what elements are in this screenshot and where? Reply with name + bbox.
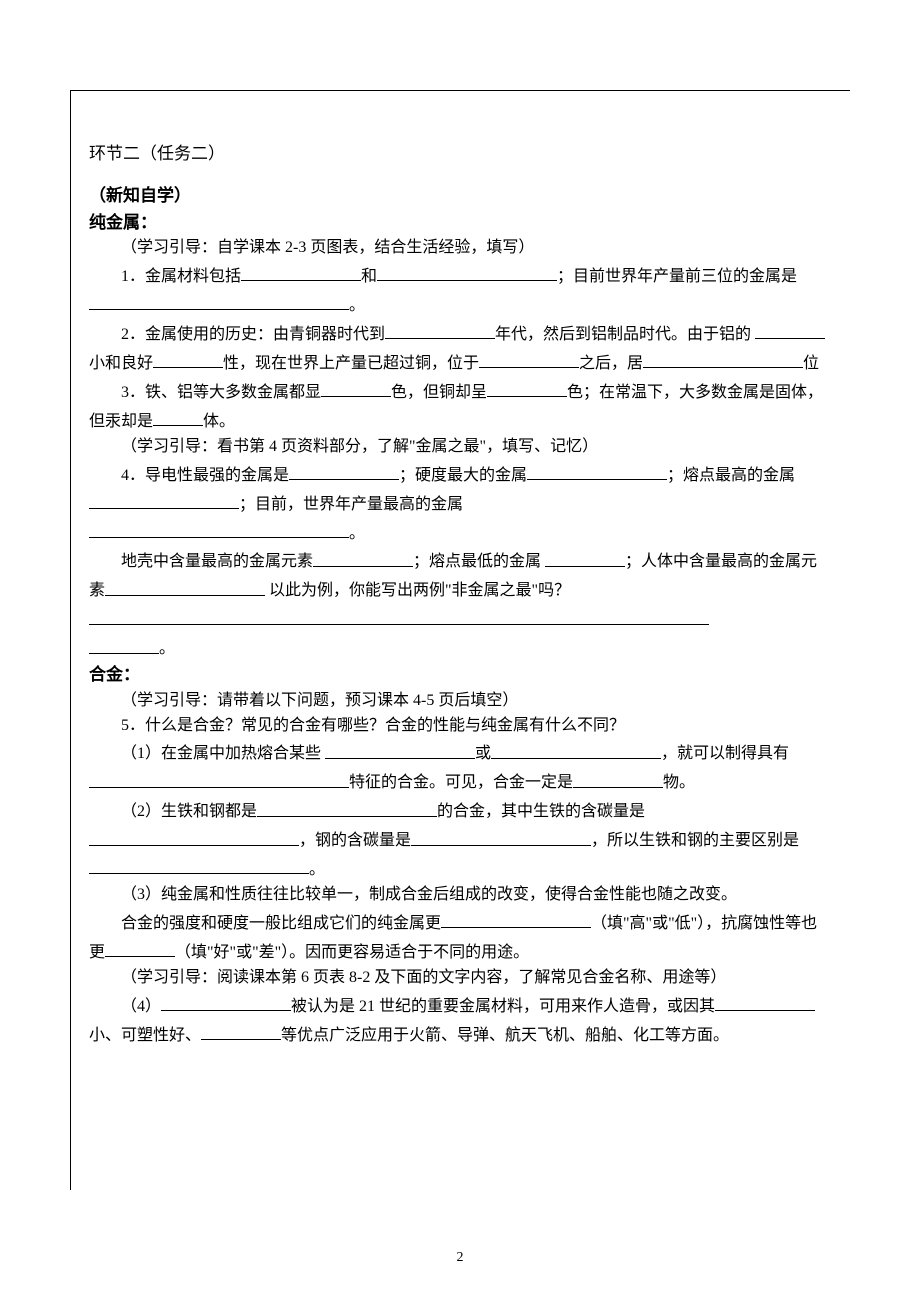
blank[interactable] <box>105 937 175 957</box>
q4-text-f: 地壳中含量最高的金属元素 <box>121 554 313 571</box>
blank[interactable] <box>89 290 349 310</box>
blank[interactable] <box>411 825 591 845</box>
blank[interactable] <box>89 518 349 538</box>
q2-text-a: 2．金属使用的历史：由青铜器时代到 <box>121 326 385 343</box>
q4-text-e: 。 <box>349 525 365 542</box>
q4-text-g: ；熔点最低的金属 <box>413 554 545 571</box>
page: 环节二（任务二） （新知自学） 纯金属： （学习引导：自学课本 2-3 页图表，… <box>0 0 920 1300</box>
question-2: 2．金属使用的历史：由青铜器时代到 年代，然后到铝制品时代。由于铝的 小和良好 性，… <box>89 319 832 377</box>
alloy-guide-2-text: （学习引导：阅读课本第 6 页表 8-2 及下面的文字内容，了解常见合金名称、用… <box>121 969 726 986</box>
question-4: 4．导电性最强的金属是 ；硬度最大的金属 ；熔点最高的金属 ；目前，世界年产量最高的金… <box>89 460 832 547</box>
q1-text-b: 和 <box>361 268 377 285</box>
alloy-guide-2: （学习引导：阅读课本第 6 页表 8-2 及下面的文字内容，了解常见合金名称、用… <box>89 966 832 991</box>
q5-4-b: 被认为是 21 世纪的重要金属材料，可用来作人造骨，或因其 <box>291 998 715 1015</box>
q2-text-d: 性，现在世界上产量已超过铜，位于 <box>223 355 479 372</box>
question-5-4: （4） 被认为是 21 世纪的重要金属材料，可用来作人造骨，或因其小、可塑性好、 等… <box>89 991 832 1049</box>
blank[interactable] <box>527 460 667 480</box>
q5-4-c: 小、可塑性好、 <box>89 1027 201 1044</box>
blank[interactable] <box>321 377 391 397</box>
blank[interactable] <box>257 796 437 816</box>
q5-2-b: 的合金，其中生铁的含碳量是 <box>437 804 645 821</box>
q1-text-a: 1．金属材料包括 <box>121 268 241 285</box>
pure-metal-label: 纯金属： <box>89 210 832 236</box>
q5-2-a: （2）生铁和钢都是 <box>121 804 257 821</box>
blank[interactable] <box>89 489 239 509</box>
q2-text-c: 小和良好 <box>89 355 153 372</box>
blank[interactable] <box>325 738 475 758</box>
q2-text-f: 位 <box>803 355 819 372</box>
q4-text-b: ；硬度最大的金属 <box>399 467 527 484</box>
blank[interactable] <box>643 348 803 368</box>
q4-text-i: 以此为例，你能写出两例"非金属之最"吗？ <box>265 583 570 600</box>
q5-2-e: 。 <box>309 861 325 878</box>
blank[interactable] <box>89 633 159 653</box>
q5-3b-c: （填"好"或"差"）。因而更容易适合于不同的用途。 <box>175 944 529 961</box>
q3-text-a: 3．铁、铝等大多数金属都显 <box>121 384 321 401</box>
q3-text-b: 色，但铜却呈 <box>391 384 487 401</box>
blank[interactable] <box>89 767 349 787</box>
q4-text-a: 4．导电性最强的金属是 <box>121 467 289 484</box>
blank[interactable] <box>491 738 661 758</box>
content-box: 环节二（任务二） （新知自学） 纯金属： （学习引导：自学课本 2-3 页图表，… <box>70 90 850 1190</box>
blank[interactable] <box>241 261 361 281</box>
question-5-3: （3）纯金属和性质往往比较单一，制成合金后组成的改变，使得合金性能也随之改变。 <box>89 883 832 908</box>
q5-2-d: ，所以生铁和钢的主要区别是 <box>591 833 799 850</box>
blank[interactable] <box>441 908 591 928</box>
q5-1-e: 物。 <box>663 775 695 792</box>
q3-text-d: 体。 <box>203 413 235 430</box>
alloy-label: 合金： <box>89 662 832 688</box>
q5-4-d: 等优点广泛应用于火箭、导弹、航天飞机、船舶、化工等方面。 <box>281 1027 729 1044</box>
alloy-guide-1: （学习引导：请带着以下问题，预习课本 4-5 页后填空） <box>89 689 832 714</box>
question-5: 5．什么是合金？常见的合金有哪些？合金的性能与纯金属有什么不同？ <box>89 714 832 739</box>
q5-1-b: 或 <box>475 746 491 763</box>
blank[interactable] <box>313 546 413 566</box>
guide-1: （学习引导：自学课本 2-3 页图表，结合生活经验，填写） <box>89 236 832 261</box>
blank[interactable] <box>89 825 299 845</box>
q1-text-d: 。 <box>349 297 365 314</box>
question-3: 3．铁、铝等大多数金属都显色，但铜却呈色；在常温下，大多数金属是固体，但汞却是体… <box>89 377 832 435</box>
q5-1-d: 特征的合金。可见，合金一定是 <box>349 775 573 792</box>
page-number: 2 <box>0 1250 920 1266</box>
question-5-2: （2）生铁和钢都是 的合金，其中生铁的含碳量是 ，钢的含碳量是 ，所以生铁和钢的主要区… <box>89 796 832 883</box>
spacer <box>89 167 832 183</box>
q4-text-c: ；熔点最高的金属 <box>667 467 795 484</box>
question-5-1: （1）在金属中加热熔合某些 或 ，就可以制得具有特征的合金。可见，合金一定是 物。 <box>89 738 832 796</box>
guide-2: （学习引导：看书第 4 页资料部分，了解"金属之最"，填写、记忆） <box>89 435 832 460</box>
blank[interactable] <box>715 991 815 1011</box>
q5-4-a: （4） <box>121 998 161 1015</box>
blank[interactable] <box>479 348 579 368</box>
q2-text-e: 之后，居 <box>579 355 643 372</box>
q1-text-c: ；目前世界年产量前三位的金属是 <box>557 268 797 285</box>
blank[interactable] <box>755 319 825 339</box>
q2-text-b: 年代，然后到铝制品时代。由于铝的 <box>495 326 755 343</box>
blank[interactable] <box>573 767 663 787</box>
blank[interactable] <box>89 604 709 624</box>
blank[interactable] <box>105 575 265 595</box>
blank[interactable] <box>289 460 399 480</box>
q5-1-c: ，就可以制得具有 <box>661 746 789 763</box>
q4-text-d: ；目前，世界年产量最高的金属 <box>239 496 463 513</box>
q4-text-j: 。 <box>159 641 175 658</box>
q5-3-text: （3）纯金属和性质往往比较单一，制成合金后组成的改变，使得合金性能也随之改变。 <box>121 886 737 903</box>
blank[interactable] <box>201 1020 281 1040</box>
question-4b: 地壳中含量最高的金属元素；熔点最低的金属 ；人体中含量最高的金属元素 以此为例，… <box>89 546 832 662</box>
question-5-3b: 合金的强度和硬度一般比组成它们的纯金属更（填"高"或"低"），抗腐蚀性等也更（填… <box>89 908 832 966</box>
blank[interactable] <box>153 406 203 426</box>
blank[interactable] <box>377 261 557 281</box>
blank[interactable] <box>487 377 567 397</box>
blank[interactable] <box>153 348 223 368</box>
q5-3b-a: 合金的强度和硬度一般比组成它们的纯金属更 <box>121 915 441 932</box>
question-1: 1．金属材料包括 和 ；目前世界年产量前三位的金属是。 <box>89 261 832 319</box>
blank[interactable] <box>161 991 291 1011</box>
q5-1-a: （1）在金属中加热熔合某些 <box>121 746 325 763</box>
heading-new-knowledge: （新知自学） <box>89 183 832 209</box>
section-title: 环节二（任务二） <box>89 141 832 167</box>
blank[interactable] <box>545 546 625 566</box>
blank[interactable] <box>89 854 309 874</box>
blank[interactable] <box>385 319 495 339</box>
q5-2-c: ，钢的含碳量是 <box>299 833 411 850</box>
